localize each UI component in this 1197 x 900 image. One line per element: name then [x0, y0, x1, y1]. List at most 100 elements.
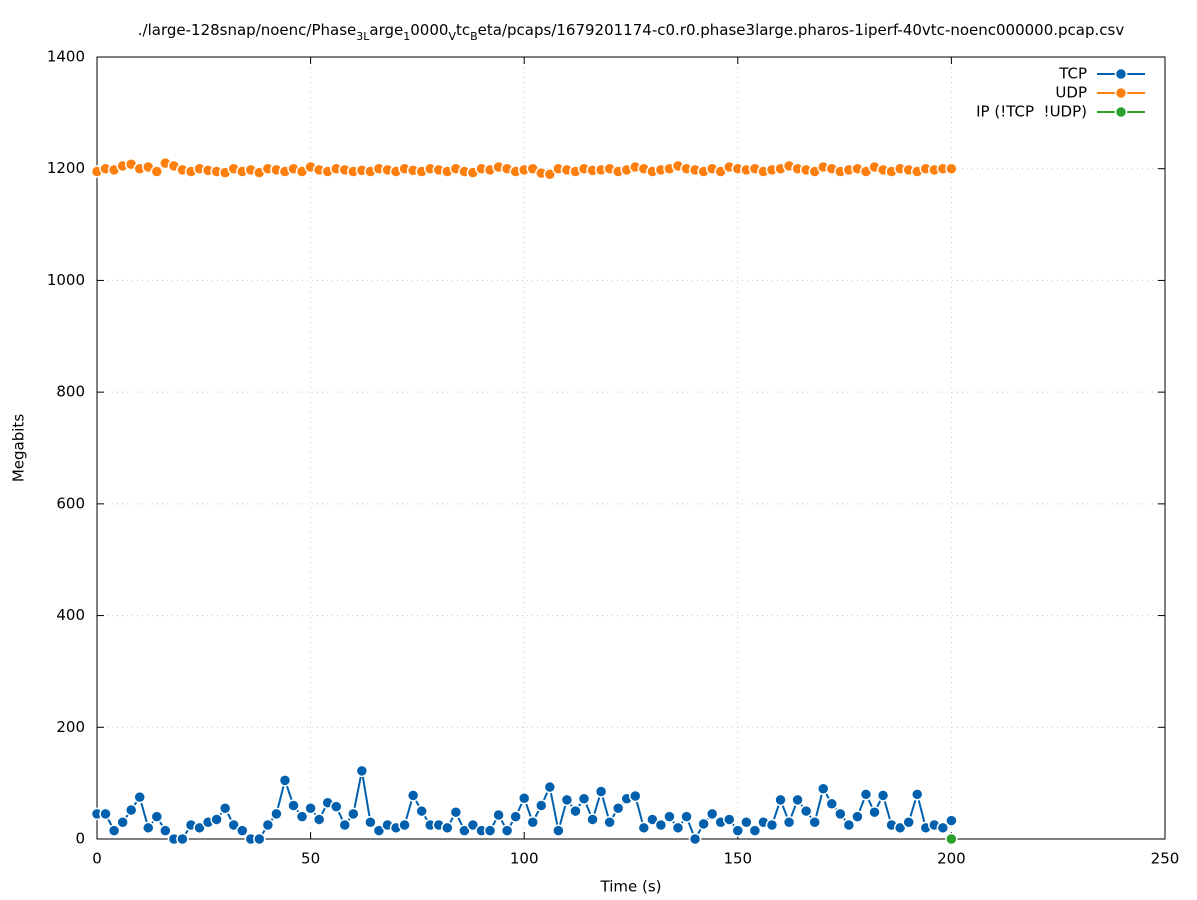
data-point: [774, 793, 787, 807]
data-point: [329, 800, 343, 813]
data-point: [218, 802, 232, 815]
title-part: ./large-128snap/noenc/Phase: [138, 21, 356, 39]
data-point: [723, 813, 736, 826]
data-point: [945, 162, 958, 175]
data-point: [868, 805, 881, 819]
data-point: [603, 815, 616, 829]
legend-marker: [1114, 86, 1128, 100]
x-tick-label: 250: [1151, 850, 1180, 868]
y-tick-label: 400: [56, 606, 85, 624]
data-point: [663, 810, 676, 823]
data-point: [261, 818, 275, 832]
data-point: [107, 824, 121, 837]
data-point: [441, 821, 454, 835]
y-tick-label: 600: [56, 494, 85, 512]
data-point: [133, 790, 146, 804]
data-point: [552, 824, 565, 837]
data-point: [654, 818, 668, 832]
data-point: [765, 818, 779, 832]
data-point: [799, 804, 813, 818]
data-point: [705, 807, 719, 821]
data-point: [646, 813, 659, 826]
data-point: [748, 824, 762, 837]
data-point: [791, 793, 804, 807]
title-part: B: [470, 30, 478, 43]
x-tick-label: 0: [92, 850, 102, 868]
data-point: [825, 797, 839, 811]
data-point: [577, 792, 591, 806]
data-point: [278, 774, 292, 787]
data-point: [902, 815, 915, 829]
data-point: [535, 799, 548, 812]
y-tick-label: 0: [75, 830, 85, 848]
data-point: [150, 810, 164, 823]
data-point: [270, 807, 283, 821]
data-point: [398, 818, 411, 832]
data-point: [235, 824, 249, 837]
data-point: [543, 780, 557, 794]
data-point: [176, 832, 189, 846]
legend-label: IP (!TCP !UDP): [976, 103, 1087, 121]
x-tick-label: 150: [723, 850, 752, 868]
data-point: [680, 810, 693, 823]
data-point: [893, 821, 907, 835]
data-point: [611, 802, 625, 815]
data-point: [142, 821, 155, 835]
data-point: [355, 764, 369, 778]
title-part: eta/pcaps/1679201174-c0.r0.phase3large.p…: [478, 21, 1125, 39]
data-point: [312, 813, 326, 826]
data-point: [466, 818, 480, 832]
data-point: [253, 832, 266, 846]
data-point: [509, 810, 522, 823]
y-tick-label: 200: [56, 718, 85, 736]
title-part: 1: [403, 30, 410, 43]
data-point: [449, 805, 463, 819]
legend-marker: [1114, 67, 1128, 81]
x-tick-label: 100: [510, 850, 539, 868]
data-point: [560, 793, 574, 807]
data-point: [569, 804, 582, 818]
legend-marker: [1114, 105, 1128, 119]
data-point: [500, 824, 514, 837]
data-point: [372, 824, 386, 837]
data-point: [876, 789, 890, 802]
title-part: 0000: [410, 21, 448, 39]
data-point: [159, 824, 172, 837]
data-point: [415, 804, 428, 818]
y-tick-label: 1400: [47, 48, 85, 66]
data-point: [526, 815, 539, 829]
data-point: [116, 815, 129, 829]
data-point: [697, 817, 710, 831]
data-point: [910, 788, 924, 801]
data-point: [483, 824, 497, 837]
y-tick-label: 1000: [47, 271, 85, 289]
data-point: [671, 821, 685, 835]
y-axis-label: Megabits: [10, 414, 28, 482]
data-point: [364, 815, 377, 829]
data-point: [210, 813, 223, 826]
data-point: [740, 815, 753, 829]
data-point: [816, 782, 830, 795]
chart-title: ./large-128snap/noenc/Phase3Large10000Vt…: [138, 21, 1125, 43]
data-point: [150, 165, 164, 178]
data-point: [731, 824, 745, 837]
data-point: [842, 818, 856, 832]
x-axis-label: Time (s): [600, 878, 662, 896]
data-point: [517, 791, 531, 805]
data-point: [629, 789, 642, 803]
data-point: [295, 810, 309, 823]
data-point: [458, 824, 471, 837]
data-point: [945, 814, 958, 827]
x-tick-label: 200: [937, 850, 966, 868]
data-point: [227, 818, 240, 832]
data-point: [594, 785, 608, 798]
title-part: arge: [369, 21, 403, 39]
data-point: [338, 818, 352, 832]
y-tick-label: 800: [56, 383, 85, 401]
legend-label: TCP: [1058, 65, 1087, 83]
data-point: [586, 813, 599, 826]
data-point: [99, 807, 112, 821]
data-point: [688, 832, 702, 846]
